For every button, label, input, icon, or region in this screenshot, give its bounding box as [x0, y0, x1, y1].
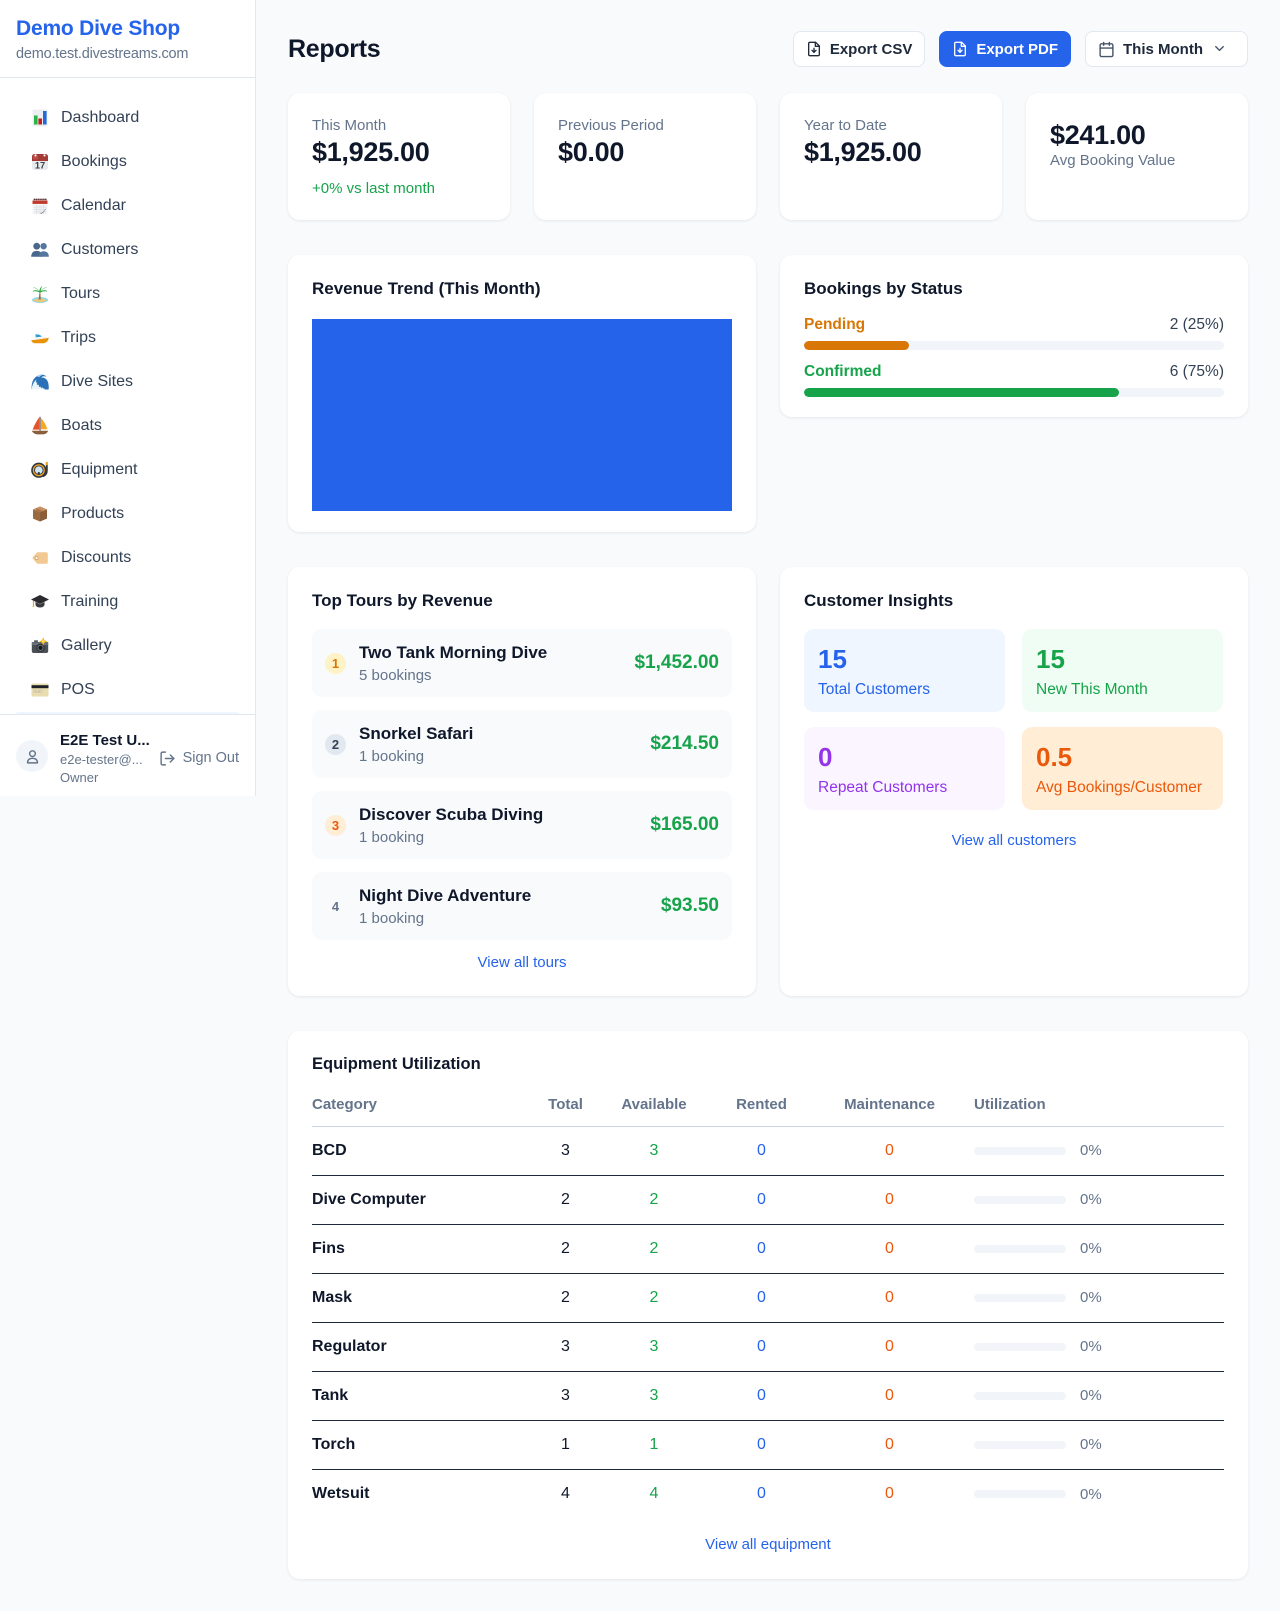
svg-text:17: 17 — [35, 160, 45, 170]
svg-text:123 4567: 123 4567 — [34, 691, 42, 693]
